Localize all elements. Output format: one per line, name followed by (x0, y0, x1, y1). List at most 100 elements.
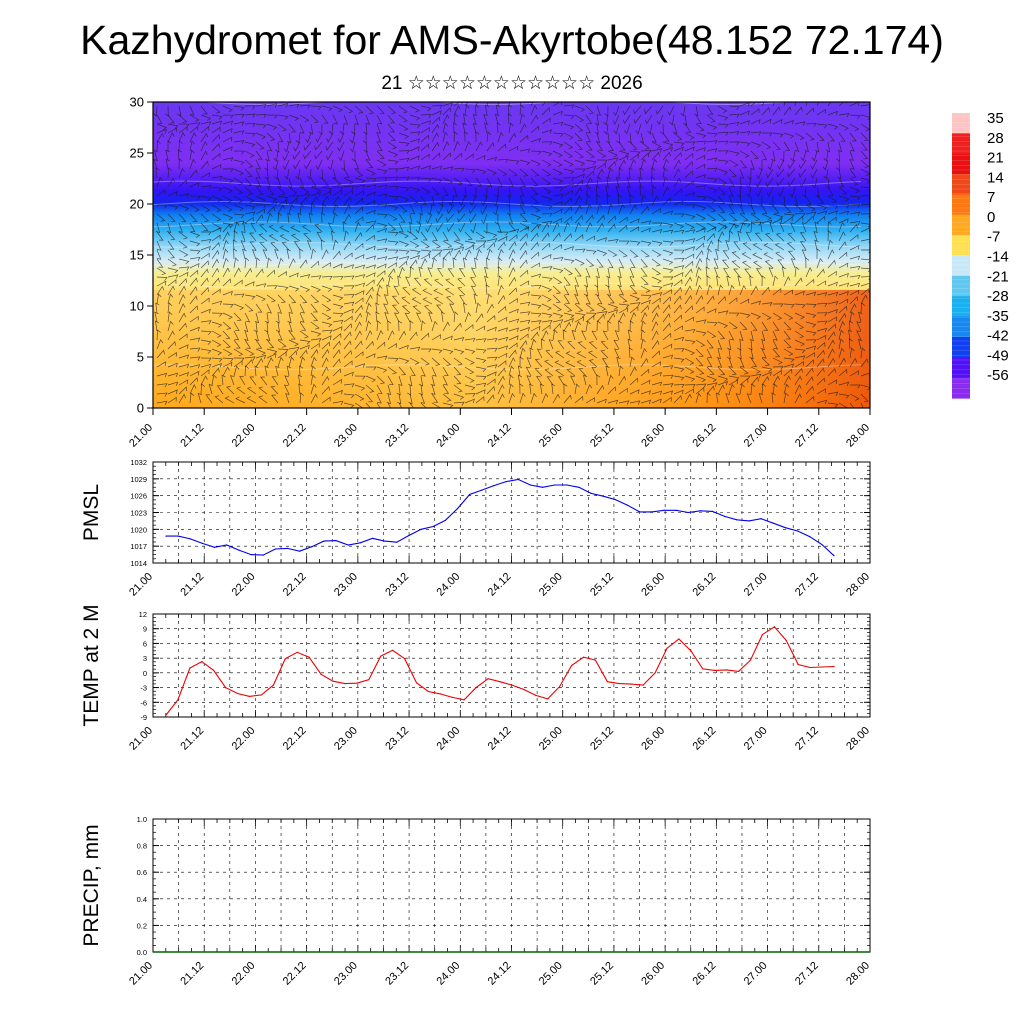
wind-barb (805, 132, 815, 141)
wind-barb (695, 132, 707, 139)
wind-barb (827, 102, 832, 107)
wind-barb (827, 281, 838, 287)
colorbar-segment (952, 194, 970, 216)
temp-point (439, 693, 441, 695)
wind-barb (838, 305, 848, 314)
wind-barb (178, 204, 190, 211)
wind-barb (354, 282, 366, 287)
wind-barb (849, 177, 859, 186)
cs-band-contour (153, 262, 862, 269)
wind-barb (669, 114, 675, 126)
wind-barb (794, 355, 806, 360)
wind-barb (420, 249, 432, 255)
wind-barb (453, 152, 463, 161)
wind-barb (794, 375, 803, 386)
wind-barb (651, 167, 656, 179)
wind-barb (595, 132, 601, 144)
wind-barb (255, 132, 267, 140)
wind-barb (629, 204, 637, 215)
wind-barb (838, 262, 849, 269)
wind-barb (728, 168, 737, 178)
wind-barb (387, 256, 399, 261)
wind-barb (321, 190, 332, 197)
wind-barb (458, 195, 466, 207)
wind-barb (737, 275, 742, 287)
wind-barb (270, 241, 279, 251)
wind-barb (409, 249, 421, 255)
wind-barb (857, 338, 863, 350)
wind-barb (848, 329, 853, 341)
wind-barb (652, 222, 663, 227)
wind-barb (838, 381, 850, 387)
wind-barb (731, 260, 741, 269)
wind-barb (431, 110, 442, 116)
wind-barb (167, 285, 175, 296)
wind-barb (457, 286, 466, 296)
wind-barb (772, 132, 784, 138)
wind-barb (530, 195, 539, 204)
wind-barb (349, 141, 356, 153)
wind-barb (365, 286, 374, 296)
wind-barb (585, 132, 592, 143)
pmsl-point (250, 554, 252, 556)
wind-barb (827, 339, 835, 350)
wind-barb (548, 339, 554, 350)
wind-barb (200, 105, 208, 115)
wind-barb (530, 331, 539, 341)
wind-barb (794, 393, 802, 404)
wind-barb (849, 265, 861, 271)
wind-barb (211, 241, 220, 251)
wind-barb (629, 218, 640, 224)
wind-barb (717, 195, 726, 205)
wind-barb (332, 333, 342, 341)
wind-barb (442, 248, 454, 253)
wind-barb (468, 213, 477, 224)
wind-barb (310, 321, 320, 330)
wind-barb (287, 212, 292, 224)
wind-barb (272, 159, 279, 171)
pmsl-point (432, 525, 434, 528)
wind-barb (761, 213, 772, 221)
wind-barb (299, 344, 310, 350)
wind-barb (211, 143, 220, 152)
wind-barb (684, 357, 695, 365)
wind-barb (772, 141, 781, 151)
pmsl-point (760, 518, 762, 520)
wind-barb (783, 392, 789, 404)
wind-barb (156, 267, 167, 276)
wind-barb (662, 176, 668, 188)
wind-barb (431, 320, 438, 332)
wind-barb (618, 294, 628, 303)
wind-barb (178, 379, 189, 386)
wind-barb (365, 393, 374, 403)
wind-barb (266, 339, 275, 349)
wind-barb (552, 177, 564, 184)
wind-barb (761, 312, 772, 320)
wind-barb (530, 102, 534, 107)
wind-barb (662, 141, 674, 148)
wind-barb (233, 330, 240, 341)
wind-barb (816, 268, 825, 278)
wind-barb (860, 186, 870, 191)
wind-barb (541, 141, 553, 146)
wind-barb (420, 114, 432, 119)
wind-barb (563, 285, 570, 296)
wind-barb (717, 159, 729, 165)
wind-barb (816, 399, 828, 405)
wind-barb (695, 294, 704, 305)
wind-barb (737, 230, 742, 242)
pmsl-y-tick-label: 1020 (130, 525, 147, 534)
wind-barb (258, 233, 268, 242)
wind-barb (365, 402, 371, 408)
wind-barb (178, 266, 190, 271)
wind-barb (739, 383, 745, 395)
wind-barb (407, 384, 412, 396)
wind-barb (422, 297, 433, 305)
wind-barb (640, 258, 649, 268)
wind-barb (387, 357, 399, 362)
wind-barb (695, 147, 706, 152)
wind-barb (717, 186, 726, 195)
wind-barb (574, 221, 581, 233)
wind-barb (761, 275, 766, 287)
